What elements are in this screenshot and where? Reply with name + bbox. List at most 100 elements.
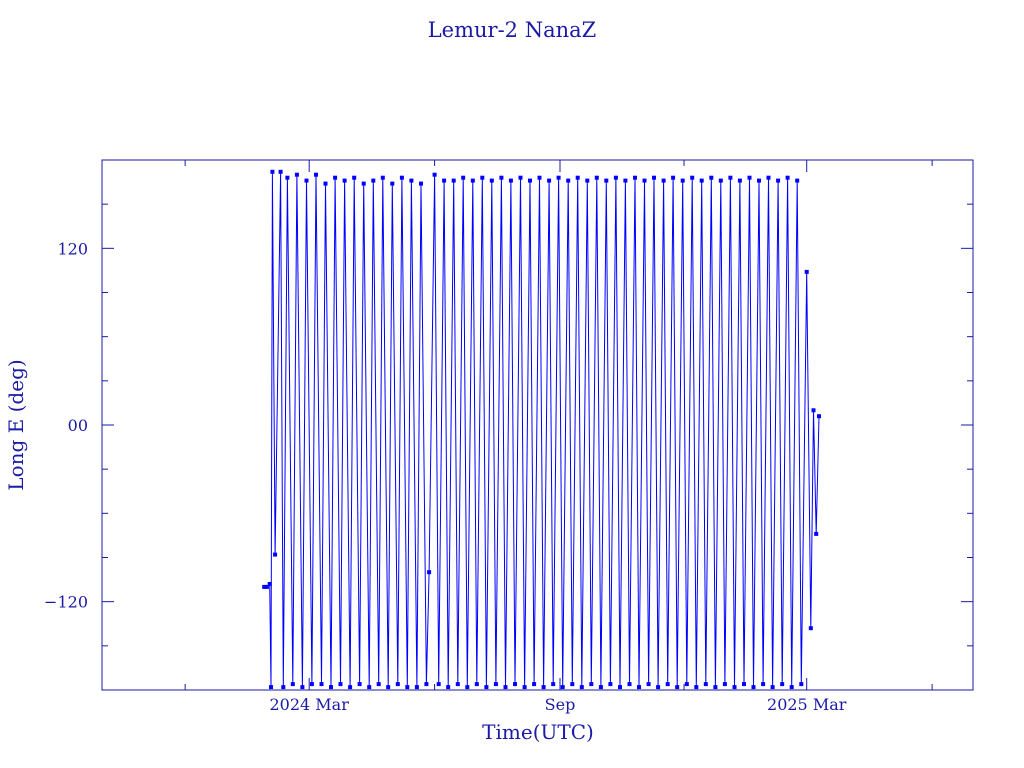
x-tick-label: Sep <box>545 695 576 714</box>
data-point <box>522 685 527 690</box>
data-point <box>811 408 816 413</box>
data-point <box>361 181 366 186</box>
data-point <box>493 682 498 687</box>
data-point <box>747 175 752 180</box>
data-point <box>518 175 523 180</box>
data-point <box>285 175 290 180</box>
x-axis-label: Time(UTC) <box>482 720 594 744</box>
data-point <box>513 682 517 687</box>
data-point <box>808 626 813 631</box>
data-point <box>776 178 781 183</box>
data-point <box>680 178 685 183</box>
data-point <box>627 682 632 687</box>
data-point <box>575 175 580 180</box>
data-point <box>718 178 723 183</box>
data-point <box>817 414 821 419</box>
data-point <box>656 685 661 690</box>
data-point <box>371 178 376 183</box>
data-point <box>489 178 494 183</box>
data-point <box>323 181 328 186</box>
data-point <box>528 178 532 183</box>
data-point <box>722 682 727 687</box>
data-point <box>694 685 699 690</box>
data-point <box>304 178 309 183</box>
data-point <box>424 682 429 687</box>
data-point <box>795 178 800 183</box>
data-point <box>637 685 641 690</box>
data-point <box>461 175 466 180</box>
data-point <box>338 682 343 687</box>
data-point <box>799 682 804 687</box>
data-point <box>508 178 513 183</box>
y-tick-label: 00 <box>68 416 88 435</box>
data-point <box>455 682 460 687</box>
data-point <box>661 178 666 183</box>
data-point <box>480 175 485 180</box>
data-point <box>273 552 278 557</box>
data-point <box>262 584 267 589</box>
data-point <box>386 685 391 690</box>
data-point <box>541 685 546 690</box>
data-point <box>446 685 451 690</box>
data-point <box>376 682 381 687</box>
y-tick-label: 120 <box>57 239 88 258</box>
data-point <box>675 685 680 690</box>
data-point <box>290 682 295 687</box>
data-point <box>728 175 733 180</box>
data-point <box>560 685 565 690</box>
data-point <box>684 682 689 687</box>
data-point <box>333 175 338 180</box>
series-line <box>264 171 820 688</box>
data-point <box>608 682 613 687</box>
data-point <box>432 172 437 177</box>
data-point <box>618 685 622 690</box>
data-point <box>367 685 372 690</box>
data-point <box>804 269 809 274</box>
data-point <box>699 178 704 183</box>
data-point <box>579 685 584 690</box>
data-point <box>269 685 273 690</box>
data-series <box>262 169 821 690</box>
x-tick-label: 2025 Mar <box>767 695 847 714</box>
data-point <box>309 682 314 687</box>
data-point <box>442 178 447 183</box>
data-point <box>319 682 324 687</box>
data-point <box>380 175 385 180</box>
data-point <box>785 175 790 180</box>
data-point <box>474 682 479 687</box>
data-point <box>547 178 552 183</box>
data-point <box>646 682 651 687</box>
data-point <box>270 169 275 174</box>
data-point <box>690 175 695 180</box>
data-point <box>623 178 628 183</box>
data-point <box>294 172 299 177</box>
data-point <box>395 682 400 687</box>
data-point <box>665 682 670 687</box>
data-point <box>737 178 742 183</box>
data-point <box>264 584 269 589</box>
data-point <box>436 682 441 687</box>
data-point <box>409 178 414 183</box>
data-point <box>451 178 456 183</box>
data-point <box>761 682 766 687</box>
data-point <box>757 178 761 183</box>
data-point <box>503 685 508 690</box>
data-point <box>551 682 556 687</box>
data-point <box>537 175 542 180</box>
data-point <box>589 682 594 687</box>
data-point <box>671 175 676 180</box>
data-point <box>633 175 637 180</box>
data-point <box>780 682 785 687</box>
data-point <box>751 685 756 690</box>
data-point <box>742 682 746 687</box>
data-point <box>414 685 419 690</box>
data-point <box>709 175 714 180</box>
data-point <box>390 181 395 186</box>
plot-frame <box>101 159 974 691</box>
data-point <box>570 682 575 687</box>
y-tick-label: −120 <box>44 593 88 612</box>
data-point <box>399 175 404 180</box>
data-point <box>613 175 618 180</box>
data-point <box>484 685 489 690</box>
